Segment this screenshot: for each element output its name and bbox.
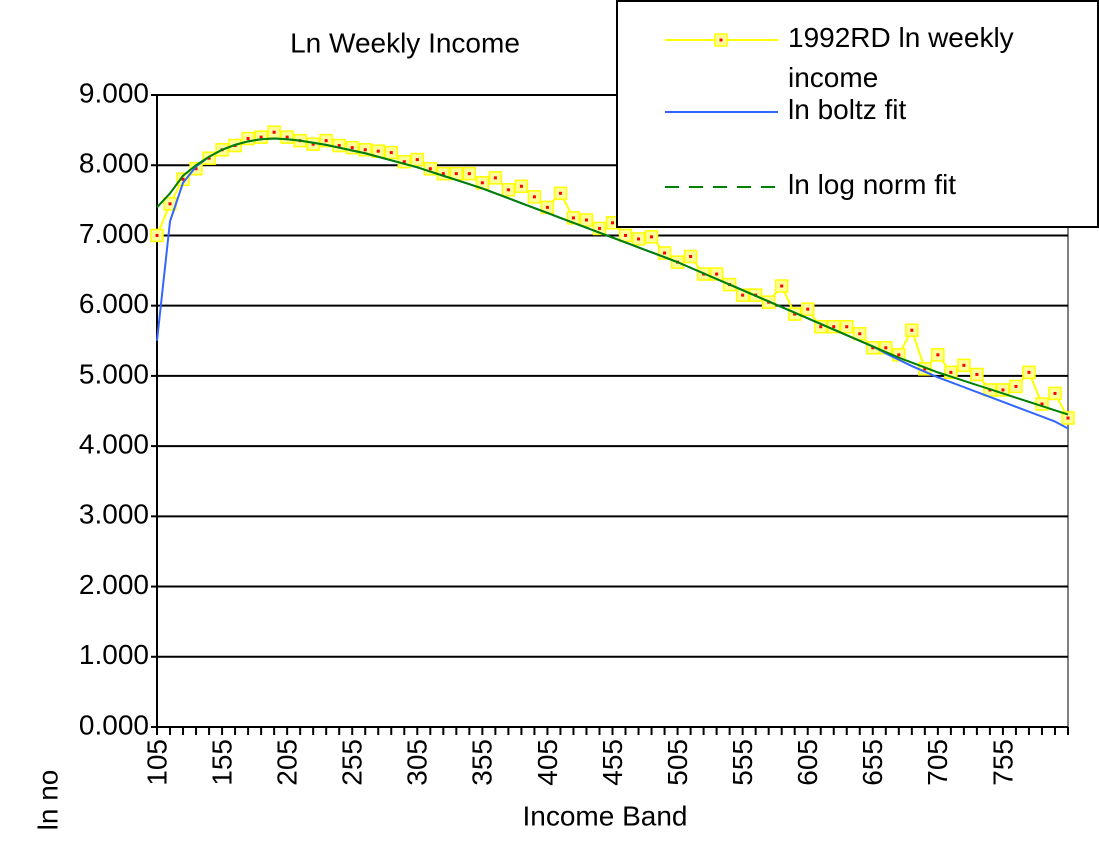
marker-dot bbox=[272, 130, 276, 134]
x-tick-label: 705 bbox=[922, 739, 953, 786]
marker-dot bbox=[884, 346, 888, 350]
x-tick-label: 555 bbox=[727, 739, 758, 786]
marker-dot bbox=[1053, 391, 1057, 395]
x-tick-label: 455 bbox=[597, 739, 628, 786]
marker-dot bbox=[858, 332, 862, 336]
marker-dot bbox=[949, 370, 953, 374]
marker-dot bbox=[532, 195, 536, 199]
marker-dot bbox=[311, 142, 315, 146]
x-tick-label: 655 bbox=[857, 739, 888, 786]
marker-dot bbox=[611, 221, 614, 225]
y-tick-label: 8.000 bbox=[79, 148, 149, 179]
legend-box bbox=[616, 0, 1099, 228]
y-tick-label: 9.000 bbox=[79, 77, 149, 108]
marker-dot bbox=[923, 367, 927, 371]
marker-dot bbox=[545, 205, 549, 209]
x-tick-label: 205 bbox=[272, 739, 303, 786]
marker-dot bbox=[715, 272, 719, 276]
marker-dot bbox=[337, 144, 341, 148]
x-tick-label: 505 bbox=[662, 739, 693, 786]
legend-label: ln log norm fit bbox=[788, 169, 957, 200]
marker-dot bbox=[975, 372, 979, 376]
marker-dot bbox=[259, 135, 263, 139]
x-tick-label: 405 bbox=[532, 739, 563, 786]
marker-dot bbox=[168, 202, 172, 206]
marker-dot bbox=[910, 328, 914, 332]
marker-dot bbox=[624, 233, 628, 237]
y-tick-label: 2.000 bbox=[79, 569, 149, 600]
legend-item: ln boltz fit bbox=[788, 94, 907, 125]
marker-dot bbox=[571, 216, 575, 220]
marker-dot bbox=[793, 312, 797, 316]
marker-dot bbox=[845, 325, 849, 329]
marker-dot bbox=[415, 158, 419, 162]
marker-dot bbox=[363, 148, 367, 152]
marker-dot bbox=[441, 172, 445, 176]
x-tick-label: 605 bbox=[792, 739, 823, 786]
y-axis-title: ln no bbox=[32, 770, 63, 831]
marker-dot bbox=[1001, 388, 1005, 392]
marker-dot bbox=[806, 307, 810, 311]
marker-dot bbox=[181, 177, 185, 181]
marker-dot bbox=[663, 251, 667, 255]
marker-dot bbox=[467, 172, 471, 176]
marker-dot bbox=[519, 184, 523, 188]
marker-dot bbox=[597, 226, 601, 230]
marker-dot bbox=[637, 237, 641, 241]
marker-dot bbox=[936, 353, 940, 357]
legend-marker-dot bbox=[719, 38, 723, 42]
marker-dot bbox=[819, 325, 823, 329]
x-tick-label: 105 bbox=[141, 739, 172, 786]
marker-dot bbox=[324, 139, 328, 143]
marker-dot bbox=[832, 325, 836, 329]
marker-dot bbox=[650, 235, 654, 239]
x-tick-label: 155 bbox=[206, 739, 237, 786]
x-tick-label: 755 bbox=[987, 739, 1018, 786]
marker-dot bbox=[402, 160, 406, 164]
x-tick-label: 355 bbox=[467, 739, 498, 786]
y-tick-label: 0.000 bbox=[79, 709, 149, 740]
marker-dot bbox=[194, 167, 198, 171]
marker-dot bbox=[1027, 370, 1031, 374]
y-tick-label: 5.000 bbox=[79, 358, 149, 389]
marker-dot bbox=[207, 156, 211, 160]
marker-dot bbox=[480, 181, 484, 185]
marker-dot bbox=[246, 137, 250, 141]
marker-dot bbox=[350, 146, 354, 150]
marker-dot bbox=[1014, 384, 1018, 388]
y-tick-label: 3.000 bbox=[79, 499, 149, 530]
y-tick-label: 1.000 bbox=[79, 639, 149, 670]
marker-dot bbox=[376, 149, 380, 153]
x-axis-title: Income Band bbox=[523, 800, 688, 831]
x-tick-label: 255 bbox=[337, 739, 368, 786]
marker-dot bbox=[741, 293, 745, 297]
marker-dot bbox=[962, 363, 966, 367]
marker-dot bbox=[897, 353, 901, 357]
chart-title: Ln Weekly Income bbox=[290, 27, 520, 58]
marker-dot bbox=[780, 284, 784, 288]
marker-dot bbox=[584, 218, 588, 222]
marker-dot bbox=[155, 233, 159, 237]
legend-item: ln log norm fit bbox=[788, 169, 957, 200]
marker-dot bbox=[493, 176, 497, 180]
marker-dot bbox=[871, 346, 875, 350]
y-tick-label: 6.000 bbox=[79, 288, 149, 319]
y-tick-label: 4.000 bbox=[79, 429, 149, 460]
marker-dot bbox=[285, 135, 289, 139]
marker-dot bbox=[506, 188, 510, 192]
marker-dot bbox=[428, 167, 432, 171]
marker-dot bbox=[558, 191, 562, 195]
legend-label: 1992RD ln weekly income bbox=[788, 22, 1014, 93]
legend-label: ln boltz fit bbox=[788, 94, 907, 125]
series-line bbox=[156, 137, 1069, 416]
legend-item: 1992RD ln weekly income bbox=[788, 22, 1014, 93]
marker-dot bbox=[1066, 416, 1070, 420]
marker-dot bbox=[454, 172, 458, 176]
marker-dot bbox=[1040, 402, 1044, 406]
marker-dot bbox=[689, 255, 693, 259]
y-tick-label: 7.000 bbox=[79, 218, 149, 249]
x-tick-label: 305 bbox=[402, 739, 433, 786]
marker-dot bbox=[389, 151, 393, 155]
